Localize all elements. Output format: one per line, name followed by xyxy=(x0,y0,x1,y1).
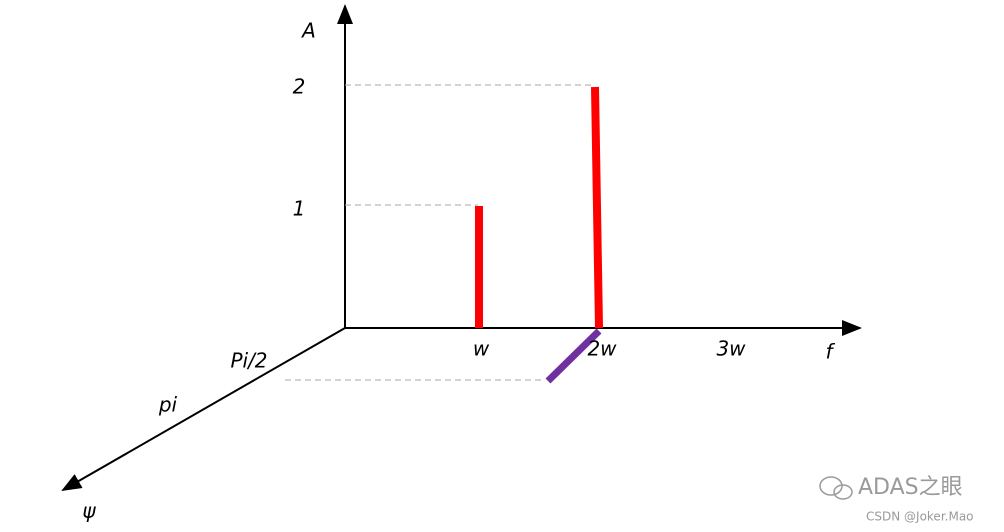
tick-label: 2w xyxy=(587,337,617,361)
tick-label: Pi/2 xyxy=(230,349,267,373)
amplitude-bar xyxy=(591,86,603,329)
tick-label: 3w xyxy=(716,337,746,361)
tick-label: pi xyxy=(158,393,178,417)
tick-label: w xyxy=(473,337,490,361)
phase-bar xyxy=(545,328,602,384)
guides xyxy=(285,84,595,381)
axis-label: f xyxy=(825,340,835,364)
watermark-brand: ADAS之眼 xyxy=(858,475,963,500)
tick-label: 2 xyxy=(293,75,306,99)
axis-label: ψ xyxy=(82,499,96,523)
phase-axis xyxy=(61,327,346,491)
tick-label: 1 xyxy=(293,197,306,221)
watermark-icon xyxy=(819,476,853,500)
axes xyxy=(61,4,862,491)
axis-label: A xyxy=(300,19,316,43)
watermark-credit: CSDN @Joker.Mao xyxy=(866,510,974,524)
